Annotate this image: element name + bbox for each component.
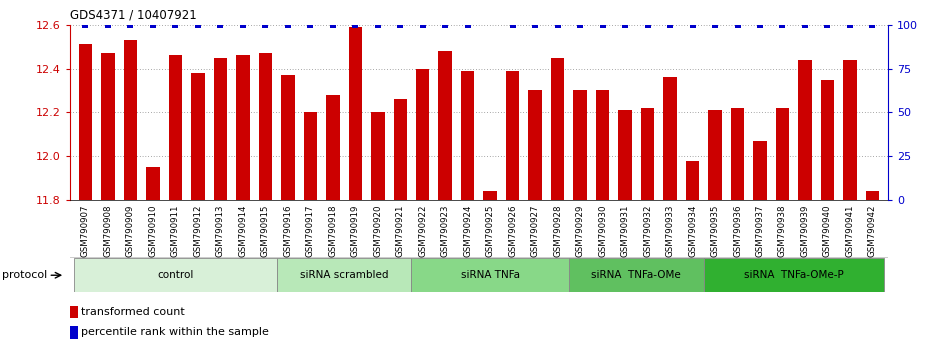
Text: GSM790934: GSM790934	[688, 205, 698, 257]
Text: percentile rank within the sample: percentile rank within the sample	[81, 327, 270, 337]
Bar	[168, 56, 182, 200]
Text: GSM790922: GSM790922	[418, 205, 427, 257]
Text: protocol: protocol	[2, 270, 47, 280]
Text: GSM790940: GSM790940	[823, 205, 832, 257]
Text: GDS4371 / 10407921: GDS4371 / 10407921	[70, 9, 196, 22]
Text: GSM790925: GSM790925	[485, 205, 495, 257]
Bar	[820, 80, 834, 200]
Bar	[461, 71, 474, 200]
Text: control: control	[157, 270, 193, 280]
Bar	[753, 141, 766, 200]
Bar	[70, 326, 78, 339]
Text: GSM790937: GSM790937	[755, 205, 764, 257]
Bar	[79, 45, 92, 200]
Bar	[416, 69, 430, 200]
Text: GSM790914: GSM790914	[238, 205, 247, 257]
Text: GSM790917: GSM790917	[306, 205, 315, 257]
Text: GSM790933: GSM790933	[666, 205, 674, 257]
Bar	[685, 161, 699, 200]
Text: GSM790913: GSM790913	[216, 205, 225, 257]
Bar	[731, 108, 744, 200]
Text: GSM790919: GSM790919	[351, 205, 360, 257]
Bar	[214, 58, 227, 200]
Bar	[281, 75, 295, 200]
Bar	[844, 60, 857, 200]
Bar	[596, 91, 609, 200]
Bar	[798, 60, 812, 200]
Text: GSM790938: GSM790938	[778, 205, 787, 257]
Bar	[528, 91, 542, 200]
Text: GSM790916: GSM790916	[284, 205, 292, 257]
Text: GSM790941: GSM790941	[845, 205, 855, 257]
Bar	[276, 258, 411, 292]
Text: GSM790929: GSM790929	[576, 205, 585, 257]
Bar	[484, 191, 497, 200]
Text: GSM790930: GSM790930	[598, 205, 607, 257]
Bar	[349, 27, 362, 200]
Bar	[74, 258, 276, 292]
Text: GSM790936: GSM790936	[733, 205, 742, 257]
Text: GSM790932: GSM790932	[643, 205, 652, 257]
Bar	[259, 53, 272, 200]
Bar	[236, 56, 249, 200]
Text: GSM790926: GSM790926	[508, 205, 517, 257]
Text: GSM790911: GSM790911	[171, 205, 179, 257]
Text: GSM790931: GSM790931	[620, 205, 630, 257]
Text: GSM790909: GSM790909	[126, 205, 135, 257]
Bar	[438, 51, 452, 200]
Bar	[618, 110, 631, 200]
Text: GSM790921: GSM790921	[396, 205, 405, 257]
Text: GSM790908: GSM790908	[103, 205, 113, 257]
Text: GSM790927: GSM790927	[531, 205, 539, 257]
Text: siRNA  TNFa-OMe-P: siRNA TNFa-OMe-P	[744, 270, 844, 280]
Bar	[101, 53, 114, 200]
Bar	[124, 40, 138, 200]
Text: GSM790942: GSM790942	[868, 205, 877, 257]
Bar	[569, 258, 704, 292]
Bar	[709, 110, 722, 200]
Text: transformed count: transformed count	[81, 307, 185, 317]
Text: GSM790924: GSM790924	[463, 205, 472, 257]
Bar	[70, 306, 78, 318]
Text: siRNA TNFa: siRNA TNFa	[460, 270, 520, 280]
Bar	[551, 58, 565, 200]
Bar	[371, 112, 384, 200]
Bar	[303, 112, 317, 200]
Bar	[776, 108, 790, 200]
Text: siRNA  TNFa-OMe: siRNA TNFa-OMe	[591, 270, 681, 280]
Bar	[506, 71, 520, 200]
Text: GSM790935: GSM790935	[711, 205, 720, 257]
Bar	[192, 73, 205, 200]
Bar	[326, 95, 339, 200]
Text: GSM790920: GSM790920	[373, 205, 382, 257]
Bar	[663, 77, 677, 200]
Bar	[704, 258, 884, 292]
Bar	[146, 167, 160, 200]
Bar	[393, 99, 407, 200]
Text: siRNA scrambled: siRNA scrambled	[299, 270, 389, 280]
Bar	[574, 91, 587, 200]
Bar	[866, 191, 879, 200]
Text: GSM790928: GSM790928	[553, 205, 562, 257]
Text: GSM790907: GSM790907	[81, 205, 90, 257]
Text: GSM790918: GSM790918	[328, 205, 338, 257]
Text: GSM790915: GSM790915	[260, 205, 270, 257]
Text: GSM790923: GSM790923	[441, 205, 450, 257]
Text: GSM790912: GSM790912	[193, 205, 203, 257]
Text: GSM790939: GSM790939	[801, 205, 809, 257]
Bar	[411, 258, 569, 292]
Bar	[641, 108, 655, 200]
Text: GSM790910: GSM790910	[149, 205, 157, 257]
